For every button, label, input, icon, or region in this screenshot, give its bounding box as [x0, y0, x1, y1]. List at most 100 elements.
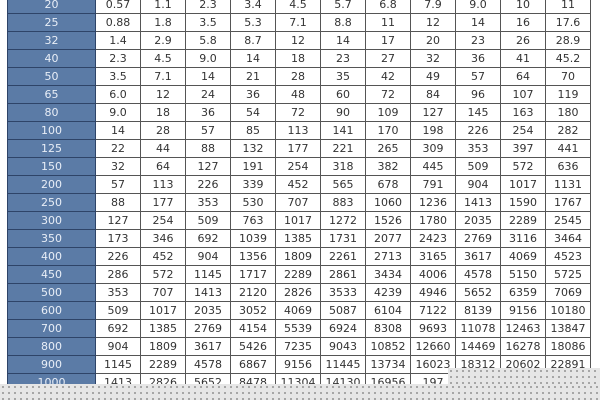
table-cell: 14: [230, 49, 276, 68]
table-cell: 1590: [500, 193, 546, 212]
table-cell: 1.1: [140, 0, 186, 14]
table-cell: 2423: [410, 229, 456, 248]
table-cell: 113: [140, 175, 186, 194]
table-cell: 132: [230, 139, 276, 158]
table-cell: 16023: [410, 355, 456, 374]
table-row: 600 509 1017 2035 3052 4069 5087 6104 7122 8139 91…: [7, 301, 591, 320]
table-cell: 3165: [410, 247, 456, 266]
table-cell: 41: [500, 49, 546, 68]
table-cell: 12: [410, 13, 456, 32]
table-row: 500 353 707 1413 2120 2826 3533 4239 4946 5652 635…: [7, 283, 591, 302]
table-cell: 119: [545, 85, 591, 104]
table-cell: 3.4: [230, 0, 276, 14]
table-cell: 3617: [185, 337, 231, 356]
table-cell: 1385: [140, 319, 186, 338]
table-cell: 14: [185, 67, 231, 86]
table-cell: 96: [455, 85, 501, 104]
table-cell: 6.8: [365, 0, 411, 14]
row-header-size: 450: [7, 265, 96, 284]
table-cell: 4006: [410, 265, 456, 284]
table-cell: 90: [320, 103, 366, 122]
table-cell: 2769: [455, 229, 501, 248]
table-row: 125 22 44 88 132 177 221 265 309 353 397 441: [7, 139, 591, 158]
table-cell: 692: [95, 319, 141, 338]
table-cell: 72: [365, 85, 411, 104]
table-cell: 36: [185, 103, 231, 122]
table-cell: 1017: [140, 301, 186, 320]
table-cell: 32: [410, 49, 456, 68]
table-cell: 2.3: [185, 0, 231, 14]
row-header-size: 65: [7, 85, 96, 104]
table-cell: 28: [275, 67, 321, 86]
table-cell: 1356: [230, 247, 276, 266]
table-cell: 6924: [320, 319, 366, 338]
table-cell: 8139: [455, 301, 501, 320]
table-cell: 1039: [230, 229, 276, 248]
table-cell: 4154: [230, 319, 276, 338]
row-header-size: 40: [7, 49, 96, 68]
table-cell: 141: [320, 121, 366, 140]
table-cell: 10180: [545, 301, 591, 320]
table-cell: 72: [275, 103, 321, 122]
table-cell: 572: [140, 265, 186, 284]
table-cell: 42: [365, 67, 411, 86]
table-cell: 44: [140, 139, 186, 158]
table-cell: 23: [320, 49, 366, 68]
table-cell: 3.5: [185, 13, 231, 32]
table-cell: 452: [275, 175, 321, 194]
table-cell: 177: [275, 139, 321, 158]
table-cell: 8308: [365, 319, 411, 338]
table-cell: 445: [410, 157, 456, 176]
table-cell: 180: [545, 103, 591, 122]
table-cell: 2545: [545, 211, 591, 230]
table-cell: 692: [185, 229, 231, 248]
table-row: 900 1145 2289 4578 6867 9156 11445 13734 16023 18…: [7, 355, 591, 374]
table-cell: 13734: [365, 355, 411, 374]
row-header-size: 100: [7, 121, 96, 140]
table-cell: 4.5: [275, 0, 321, 14]
table-cell: 1236: [410, 193, 456, 212]
table-cell: 24: [185, 85, 231, 104]
table-cell: 6.0: [95, 85, 141, 104]
table-cell: 127: [410, 103, 456, 122]
table-cell: 0.88: [95, 13, 141, 32]
table-cell: 2826: [275, 283, 321, 302]
table-cell: 12: [275, 31, 321, 50]
table-cell: 1017: [275, 211, 321, 230]
row-header-size: 125: [7, 139, 96, 158]
table-row: 300 127 254 509 763 1017 1272 1526 1780 2035 2289 2…: [7, 211, 591, 230]
table-cell: 11: [365, 13, 411, 32]
row-header-size: 150: [7, 157, 96, 176]
table-cell: 2861: [320, 265, 366, 284]
table-cell: 254: [140, 211, 186, 230]
table-cell: 26: [500, 31, 546, 50]
table-row: 350 173 346 692 1039 1385 1731 2077 2423 2769 3116…: [7, 229, 591, 248]
row-header-size: 400: [7, 247, 96, 266]
table-cell: 509: [95, 301, 141, 320]
table-cell: 8.8: [320, 13, 366, 32]
table-cell: 1017: [500, 175, 546, 194]
table-cell: 45.2: [545, 49, 591, 68]
table-cell: 1145: [95, 355, 141, 374]
row-header-size: 25: [7, 13, 96, 32]
table-cell: 8.7: [230, 31, 276, 50]
table-cell: 23: [455, 31, 501, 50]
table-cell: 9.0: [95, 103, 141, 122]
table-row: 20 0.57 1.1 2.3 3.4 4.5 5.7 6.8 7.9 9.0 10 11: [7, 0, 591, 14]
table-cell: 509: [185, 211, 231, 230]
table-cell: 57: [95, 175, 141, 194]
table-cell: 28: [140, 121, 186, 140]
table-cell: 3464: [545, 229, 591, 248]
table-cell: 6867: [230, 355, 276, 374]
table-cell: 17.6: [545, 13, 591, 32]
table-row: 250 88 177 353 530 707 883 1060 1236 1413 1590 1767: [7, 193, 591, 212]
row-header-size: 200: [7, 175, 96, 194]
table-cell: 20: [410, 31, 456, 50]
table-cell: 88: [95, 193, 141, 212]
table-cell: 572: [500, 157, 546, 176]
table-cell: 1780: [410, 211, 456, 230]
table-row: 400 226 452 904 1356 1809 2261 2713 3165 3617 4069…: [7, 247, 591, 266]
table-cell: 18086: [545, 337, 591, 356]
table-cell: 14: [320, 31, 366, 50]
table-cell: 17: [365, 31, 411, 50]
